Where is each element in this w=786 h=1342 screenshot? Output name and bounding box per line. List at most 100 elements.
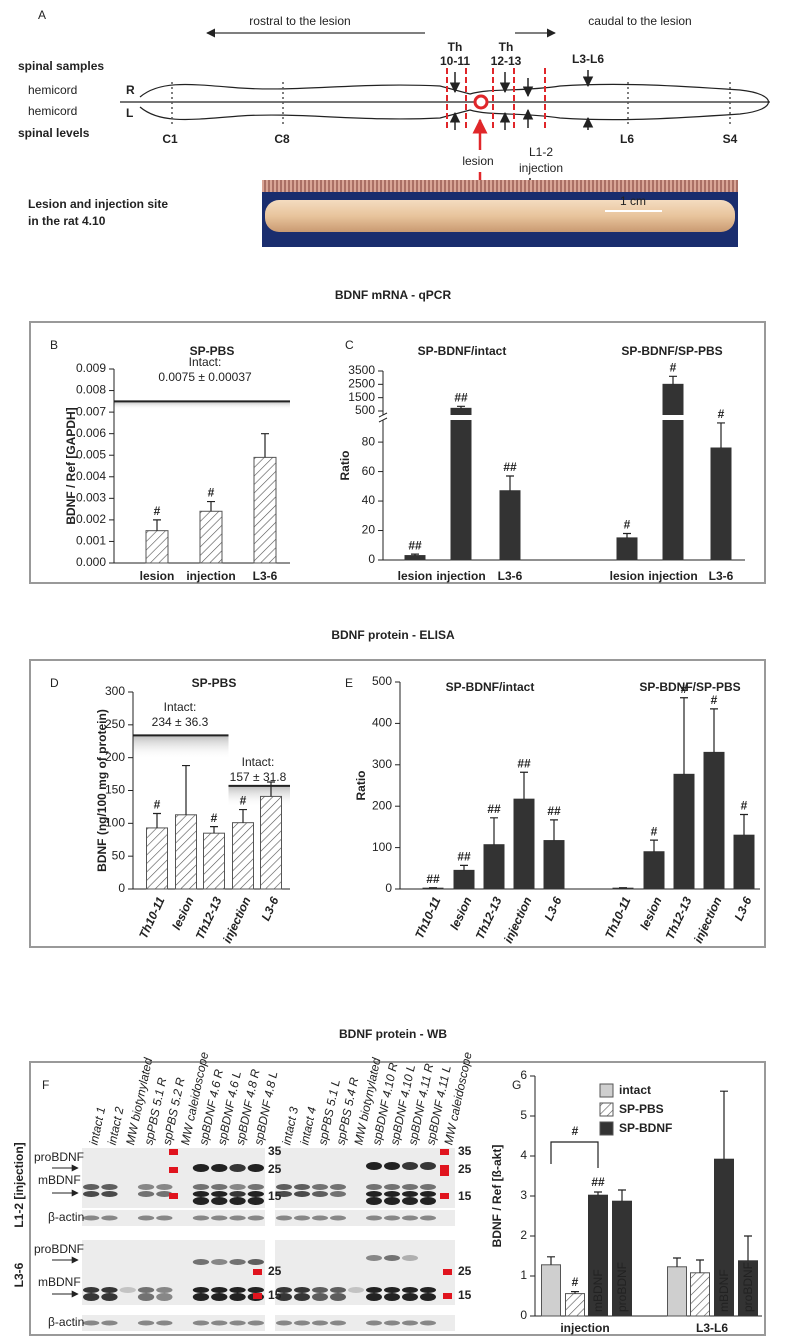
mw-marker [253, 1293, 262, 1299]
blot-band [101, 1287, 118, 1293]
blot-band [156, 1320, 173, 1326]
legend-swatch [599, 1121, 614, 1136]
blot-band [211, 1197, 228, 1205]
y-tick-label: 50 [112, 848, 126, 862]
blot-band [294, 1293, 310, 1301]
blot-band [312, 1184, 328, 1190]
bar [499, 490, 521, 561]
error-bar [680, 697, 688, 775]
bar [453, 869, 475, 890]
blot-band [229, 1164, 246, 1172]
mw-marker [443, 1269, 452, 1275]
blot-band [276, 1215, 292, 1221]
blot-band [211, 1293, 228, 1301]
x-tick-label: Th10-11 [602, 894, 634, 941]
row-label: L3-6 [12, 1262, 26, 1287]
photo-ruler [262, 180, 738, 192]
blot-band [229, 1215, 246, 1221]
error-bar [506, 475, 514, 491]
bracket-label: # [572, 1124, 579, 1138]
bar-inner-label: proBDNF [615, 1262, 629, 1312]
row-label: L1-2 [injection] [12, 1142, 26, 1227]
blot-band [366, 1255, 382, 1261]
blot-band [402, 1191, 418, 1197]
blot-band [211, 1191, 228, 1197]
error-bar [594, 1191, 602, 1196]
blot-band [330, 1184, 346, 1190]
x-tick-label: lesion [610, 569, 645, 583]
panel-letter: B [50, 338, 58, 352]
y-axis-label: BDNF (ng/100 mg of protein) [95, 709, 109, 872]
x-tick-label: lesion [398, 569, 433, 583]
blot-band [420, 1293, 436, 1301]
blot [82, 1210, 265, 1226]
y-tick-label: 0.005 [76, 447, 106, 461]
x-tick-label: L3-L6 [696, 1321, 728, 1335]
blot-band [211, 1184, 228, 1190]
significance-label: # [154, 504, 161, 518]
blot-band [83, 1293, 100, 1301]
error-bar [153, 812, 161, 828]
marker-label: proBDNF [34, 1150, 84, 1164]
group-title: SP-BDNF/intact [446, 680, 535, 694]
y-tick-label: 0 [368, 552, 375, 566]
x-tick-label: injection [186, 569, 235, 583]
y-tick-label: 2500 [348, 377, 375, 391]
blot-band [312, 1320, 328, 1326]
bar [616, 537, 638, 561]
blot-band [137, 1191, 155, 1197]
blot-band [229, 1287, 246, 1293]
reference-label: Intact: [189, 355, 222, 369]
mw-label: 25 [458, 1264, 472, 1278]
legend-swatch [599, 1102, 614, 1117]
x-tick-label: L3-6 [253, 569, 278, 583]
marker-label: proBDNF [34, 1242, 84, 1256]
blot-band [211, 1287, 228, 1293]
error-bar [623, 532, 631, 538]
y-tick-label: 3500 [348, 363, 375, 377]
y-tick-label: 0.008 [76, 383, 106, 397]
legend-label: intact [619, 1083, 651, 1097]
bar [710, 447, 732, 561]
y-tick-label: 40 [362, 493, 376, 507]
x-tick-label: Th10-11 [412, 894, 444, 941]
blot-band [247, 1184, 264, 1190]
blot-band [156, 1287, 173, 1293]
blot-band [83, 1287, 100, 1293]
blot-band [294, 1215, 310, 1221]
x-tick-label: L3-6 [709, 569, 734, 583]
significance-label: # [718, 407, 725, 421]
photo-caption: Lesion and injection site [28, 197, 168, 211]
y-tick-label: 100 [372, 840, 392, 854]
y-tick-label: 2 [520, 1228, 527, 1242]
error-bar [673, 1257, 681, 1267]
bar [483, 844, 505, 890]
significance-label: # [651, 824, 658, 838]
photo-caption: in the rat 4.10 [28, 214, 106, 228]
blot-band [137, 1215, 155, 1221]
section-heading: BDNF protein - ELISA [331, 628, 455, 642]
bar [543, 840, 565, 890]
y-tick-label: 1 [520, 1268, 527, 1282]
blot-band [420, 1197, 436, 1205]
bar [404, 555, 426, 561]
blot-band [211, 1164, 228, 1172]
y-tick-label: 1500 [348, 390, 375, 404]
blot-band [247, 1191, 264, 1197]
panel-letter: G [512, 1078, 521, 1092]
blot-band [247, 1287, 264, 1293]
blot-band [402, 1293, 418, 1301]
error-bar [740, 813, 748, 836]
x-tick-label: lesion [447, 895, 474, 932]
blot-band [192, 1197, 210, 1205]
error-bar [182, 764, 190, 815]
bar [703, 751, 725, 890]
y-tick-label: 0 [385, 881, 392, 895]
y-tick-label: 500 [355, 403, 375, 417]
y-tick-label: 250 [105, 717, 125, 731]
y-axis-label: Ratio [338, 451, 352, 481]
significance-label: # [681, 682, 688, 696]
blot-band [348, 1287, 364, 1293]
blot-band [330, 1215, 346, 1221]
